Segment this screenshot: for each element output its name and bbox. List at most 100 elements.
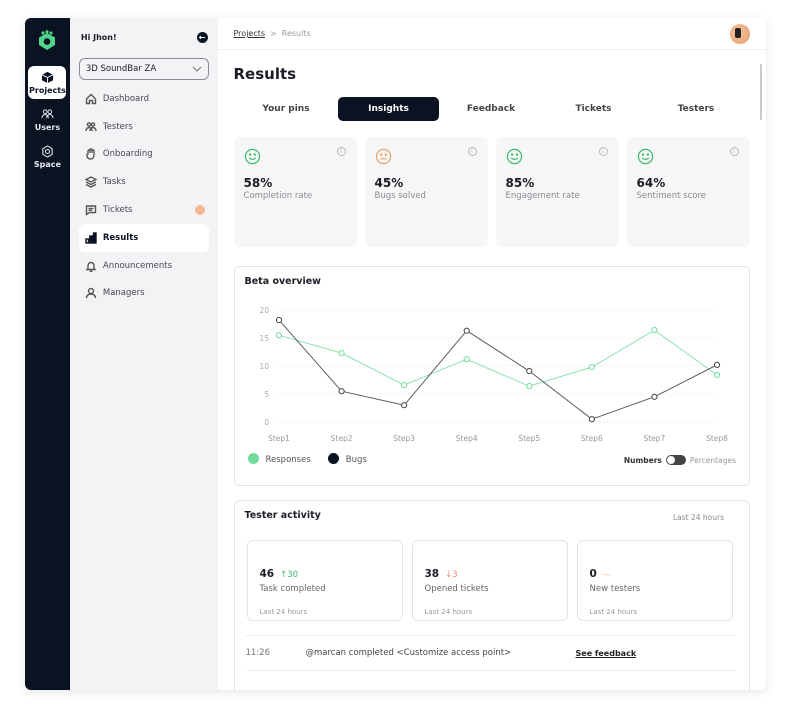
svg-text:10: 10 (259, 362, 269, 371)
sidebar-item-testers[interactable]: Testers (79, 113, 209, 141)
sidebar-item-announcements[interactable]: Announcements (79, 252, 209, 280)
toggle-switch[interactable] (665, 455, 686, 465)
main-content: Projects > Results Results Your pins Ins… (217, 18, 766, 690)
home-icon (85, 93, 97, 105)
user-icon (85, 288, 97, 299)
tester-activity-card: Tester activity Last 24 hours 46 ↑30 Task… (233, 500, 750, 690)
svg-text:Step1: Step1 (268, 434, 290, 443)
toggle-label-percentages: Percentages (689, 455, 736, 465)
beta-overview-card: Beta overview 0 5 10 15 20 Step1 Step2 Step3 Ste… (233, 266, 750, 486)
svg-text:0: 0 (264, 418, 269, 427)
users-icon (41, 109, 54, 119)
bar-chart-icon (85, 232, 97, 244)
info-icon[interactable]: i (729, 147, 739, 156)
activity-title: Tester activity (244, 510, 321, 521)
svg-text:20: 20 (259, 306, 269, 315)
log-time: 11:26 (245, 648, 271, 658)
svg-text:Step3: Step3 (393, 434, 415, 443)
activity-label: Opened tickets (424, 584, 489, 594)
tab-your-pins[interactable]: Your pins (262, 104, 310, 114)
logo-icon (39, 30, 56, 50)
legend-item-bugs[interactable]: Bugs (327, 453, 367, 465)
arrow-left-icon: ← (198, 33, 206, 42)
svg-text:Step4: Step4 (455, 434, 477, 443)
info-icon[interactable]: i (336, 147, 346, 156)
scrollbar[interactable] (760, 64, 762, 120)
smile-icon (637, 148, 653, 165)
sidebar-item-label: Managers (102, 288, 145, 299)
rail-item-projects[interactable]: Projects (28, 66, 67, 99)
stat-label: Completion rate (243, 191, 313, 201)
tab-insights[interactable]: Insights (338, 97, 439, 121)
rail-item-users[interactable]: Users (28, 103, 66, 136)
chart-legend: Responses Bugs (247, 453, 367, 465)
svg-text:Step2: Step2 (330, 434, 352, 443)
app-window: Projects Users Space Hi Jhon! ← 3D Sound… (25, 18, 766, 690)
sidebar-item-tickets[interactable]: Tickets (79, 196, 209, 224)
log-message: @marcan completed <Customize access poin… (305, 648, 512, 658)
activity-value: 0 (589, 568, 597, 580)
collapse-sidebar-button[interactable]: ← (196, 32, 208, 43)
info-icon[interactable]: i (467, 147, 477, 156)
activity-delta: ↑30 (280, 570, 299, 580)
cube-icon (41, 71, 54, 84)
breadcrumb-separator: > (270, 29, 277, 38)
svg-text:Step8: Step8 (706, 434, 728, 443)
project-select[interactable]: 3D SoundBar ZA (78, 58, 209, 80)
tab-tickets[interactable]: Tickets (575, 104, 612, 114)
icon-rail: Projects Users Space (25, 18, 70, 690)
stat-value: 85% (505, 176, 535, 190)
hand-icon (86, 148, 95, 161)
tab-feedback[interactable]: Feedback (466, 104, 516, 114)
stat-card-engagement: i 85% Engagement rate (495, 137, 619, 247)
stat-value: 64% (636, 176, 666, 190)
rail-item-space[interactable]: Space (28, 140, 66, 173)
greeting: Hi Jhon! (80, 33, 117, 42)
chevron-down-icon (192, 66, 201, 72)
svg-text:5: 5 (264, 390, 269, 399)
rail-item-label: Users (34, 123, 61, 132)
sidebar-item-label: Onboarding (102, 149, 153, 160)
svg-text:15: 15 (259, 334, 269, 343)
legend-item-responses[interactable]: Responses (247, 453, 311, 465)
page-title: Results (233, 65, 297, 83)
sidebar-item-tasks[interactable]: Tasks (79, 168, 209, 196)
activity-foot: Last 24 hours (259, 608, 308, 616)
activity-delta: — (602, 570, 612, 580)
breadcrumb-current: Results (281, 29, 311, 38)
sidebar-item-label: Results (102, 232, 139, 243)
smile-icon (506, 148, 522, 165)
tab-testers[interactable]: Testers (677, 104, 715, 114)
activity-foot: Last 24 hours (589, 608, 638, 616)
sidebar-item-dashboard[interactable]: Dashboard (79, 85, 209, 113)
top-bar: Projects > Results (217, 18, 766, 50)
activity-foot: Last 24 hours (424, 608, 473, 616)
rail-item-label: Projects (29, 86, 66, 95)
info-icon[interactable]: i (598, 147, 608, 156)
activity-range: Last 24 hours (672, 513, 724, 522)
sidebar-item-label: Tickets (102, 205, 133, 216)
stat-card-completion: i 58% Completion rate (233, 137, 357, 247)
neutral-face-icon (375, 148, 391, 165)
sidebar-item-label: Dashboard (102, 93, 149, 104)
stat-card-bugs-solved: i 45% Bugs solved (364, 137, 488, 247)
sidebar-item-label: Tasks (102, 177, 126, 188)
svg-text:Step6: Step6 (580, 434, 602, 443)
stat-value: 58% (243, 176, 273, 190)
activity-value: 46 (259, 568, 275, 580)
line-chart: 0 5 10 15 20 Step1 Step2 Step3 Step4 Step5 Step6 St… (259, 306, 728, 443)
svg-text:Step7: Step7 (643, 434, 665, 443)
sidebar-item-onboarding[interactable]: Onboarding (79, 141, 209, 169)
sidebar-item-results[interactable]: Results (78, 223, 209, 252)
sidebar: Hi Jhon! ← 3D SoundBar ZA Dashboard Test… (69, 18, 218, 690)
sidebar-item-label: Testers (102, 121, 133, 132)
see-feedback-link[interactable]: See feedback (575, 648, 637, 658)
toggle-label-numbers: Numbers (623, 455, 662, 465)
avatar[interactable] (730, 23, 750, 44)
breadcrumb-projects-link[interactable]: Projects (233, 29, 266, 38)
bell-icon (85, 261, 97, 272)
activity-card-new-testers: 0 — New testers Last 24 hours (576, 540, 733, 621)
users-icon (85, 121, 97, 131)
sidebar-item-managers[interactable]: Managers (79, 280, 209, 308)
stat-value: 45% (374, 176, 404, 190)
